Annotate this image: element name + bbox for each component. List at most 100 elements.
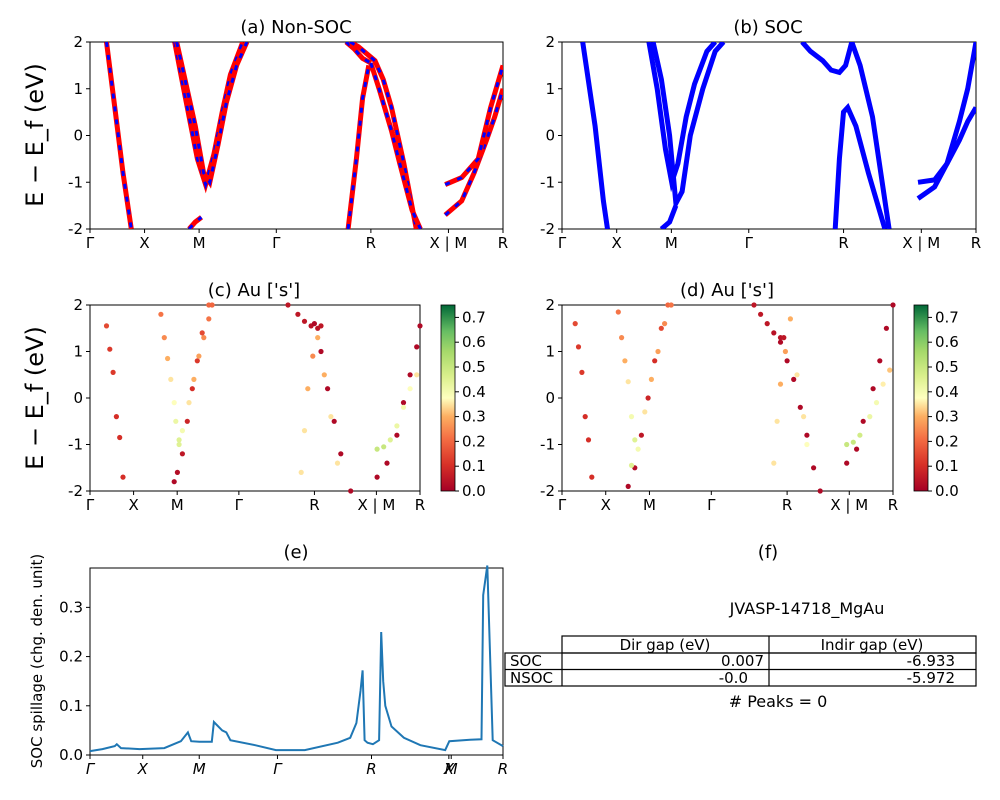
panel-c-point <box>285 302 291 308</box>
panel-d-point <box>777 339 784 345</box>
panel-e-xtick-label: X <box>137 760 149 778</box>
panel-b-band <box>832 102 888 229</box>
panel-d-point <box>873 400 880 406</box>
panel-c-point <box>158 311 164 317</box>
panel-c-point <box>201 335 207 341</box>
panel-b-ytick-label: 1 <box>545 80 555 98</box>
panel-b-xtick-label: X | M <box>902 234 940 252</box>
panel-e-frame <box>89 567 504 756</box>
panel-d-point <box>758 311 764 317</box>
panel-e-xtick-label: Γ <box>273 760 283 778</box>
panel-b-band <box>580 42 610 229</box>
panel-c-point <box>387 437 393 443</box>
panel-d-xtick-label: M <box>643 496 656 514</box>
panel-c-ytick-label: -1 <box>68 436 83 454</box>
panel-e-title: (e) <box>283 542 308 563</box>
panel-d-colorbar-label: 0.1 <box>935 457 959 475</box>
table-header-dir: Dir gap (eV) <box>620 636 711 654</box>
table-row-soc-dir: 0.007 <box>721 652 764 670</box>
panel-b-band <box>650 42 726 212</box>
panel-d-point <box>811 465 817 471</box>
panel-c-point <box>311 321 317 327</box>
panel-a-band-soc <box>444 88 503 217</box>
panel-d-point <box>572 321 578 327</box>
panel-c-point <box>103 323 110 329</box>
panel-a-band-soc <box>173 42 245 190</box>
panel-d-point <box>648 376 655 382</box>
panel-d-point <box>854 446 860 452</box>
gap-table <box>504 635 977 687</box>
panel-b-frame <box>561 41 977 230</box>
panel-c-point <box>334 460 341 466</box>
panel-b-ytick-label: -1 <box>540 173 555 191</box>
panel-c-point <box>295 311 301 317</box>
panel-b-band <box>800 42 892 229</box>
panel-c-point <box>120 474 126 480</box>
panel-c-point <box>165 355 171 362</box>
panel-b-band <box>646 42 718 193</box>
panel-a-xtick-label: X <box>139 234 149 252</box>
panel-c-point <box>407 372 413 378</box>
table-row-nsoc-indir: -5.972 <box>907 669 955 687</box>
panel-e-xtick-label: Γ <box>86 760 96 778</box>
panel-d-colorbar-label: 0.0 <box>935 482 959 500</box>
panel-b: (b) SOC -2 -1 0 1 2 Γ X M Γ R X | M R <box>540 17 981 252</box>
panel-a-band-nsoc <box>345 64 372 229</box>
panel-c-point <box>209 302 215 308</box>
panel-c-colorbar-label: 0.4 <box>462 383 486 401</box>
panel-b-ytick-label: 2 <box>545 33 555 51</box>
panel-c-colorbar-label: 0.0 <box>462 482 486 500</box>
panel-c-point <box>196 353 202 359</box>
panel-a-ytick-label: 1 <box>73 80 83 98</box>
ylabel-top: E − E_f (eV) <box>21 63 49 207</box>
panel-e-ytick-label: 0.3 <box>59 598 83 616</box>
panel-d-point <box>662 321 668 327</box>
panel-d-point <box>655 348 661 355</box>
panel-c: (c) Au ['s'] -2 -1 0 1 2 Γ X M Γ R X | M R 0.0 0.1 0.2… <box>68 280 486 514</box>
panel-d-title: (d) Au ['s'] <box>680 280 774 301</box>
panel-d-point <box>625 379 631 385</box>
panel-c-point <box>186 400 192 406</box>
panel-b-xtick-label: Γ <box>745 234 754 252</box>
panel-d-ytick-label: -1 <box>540 436 555 454</box>
panel-d-point <box>817 488 823 494</box>
panel-c-point <box>179 451 185 457</box>
panel-c-point <box>417 323 423 329</box>
panel-c-point <box>318 348 324 355</box>
panel-c-point <box>407 386 413 392</box>
panel-c-point <box>301 428 308 434</box>
panel-d-point <box>638 432 645 438</box>
panel-d-colorbar-label: 0.7 <box>935 308 959 326</box>
panel-d-point <box>782 348 789 355</box>
panel-d-point <box>801 414 807 420</box>
table-row-soc-indir: -6.933 <box>907 652 955 670</box>
table-row-nsoc-label: NSOC <box>510 669 553 687</box>
panel-c-point <box>338 451 344 457</box>
panel-c-point <box>161 335 167 341</box>
panel-d-point <box>774 418 780 424</box>
panel-c-xtick-label: R <box>415 496 425 514</box>
panel-a-band-soc <box>349 42 418 229</box>
panel-e: (e) 0.00.10.20.3Γ X M Γ R XM R <box>59 542 508 778</box>
panel-d-point <box>844 441 850 448</box>
panel-a-band-nsoc <box>172 42 246 194</box>
panel-c-title: (c) Au ['s'] <box>208 280 300 301</box>
panel-a-xtick-label: M <box>193 234 206 252</box>
panel-c-point <box>301 318 308 324</box>
panel-a-band-soc <box>105 42 133 229</box>
panel-c-point <box>400 404 407 410</box>
panel-d-xtick-label: Γ <box>558 496 567 514</box>
panel-c-point <box>107 346 113 352</box>
table-row-soc-label: SOC <box>510 652 542 670</box>
panel-a-xtick-label: R <box>366 234 376 252</box>
panel-d-point <box>777 381 784 387</box>
panel-c-colorbar <box>440 304 456 492</box>
panel-b-ytick-label: -2 <box>540 220 555 238</box>
panel-d-point <box>787 316 794 322</box>
panel-c-ytick-label: -2 <box>68 482 83 500</box>
panel-d-point <box>781 335 787 341</box>
panel-a-band-soc <box>345 42 372 65</box>
panel-d-frame <box>561 304 894 492</box>
panel-c-point <box>325 386 331 392</box>
panel-a-xtick-label: X | M <box>430 234 468 252</box>
